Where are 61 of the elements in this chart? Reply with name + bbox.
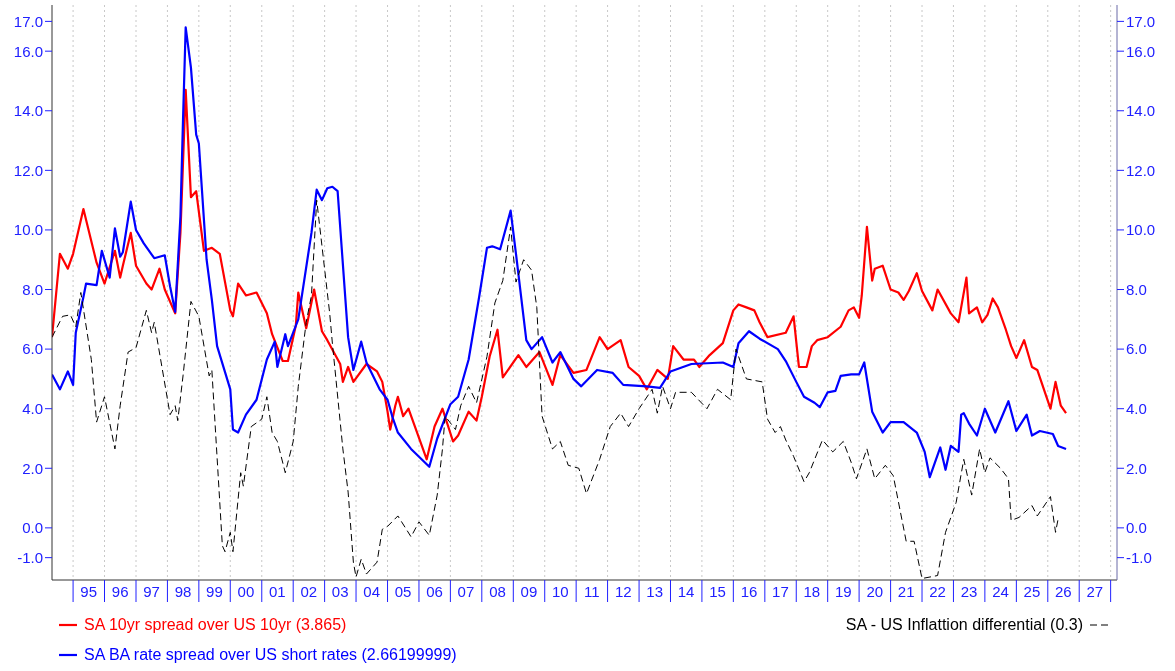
y-tick-label: 16.0 [13, 42, 43, 60]
line-series [52, 26, 1068, 479]
x-tick-label: 96 [111, 583, 129, 600]
legend-label: SA 10yr spread over US 10yr (3.865) [84, 616, 347, 634]
y2-tick-label: 0.0 [1126, 519, 1147, 537]
y2-tick-label: 17.0 [1126, 12, 1156, 30]
legend-label: SA BA rate spread over US short rates (2.66199999) [84, 646, 457, 664]
x-tick-label: 19 [834, 583, 852, 600]
y2-tick-label: 16.0 [1126, 42, 1156, 60]
y-tick-label: 8.0 [22, 280, 43, 298]
x-tick-label: 06 [426, 583, 443, 600]
y-tick-label: 12.0 [13, 161, 43, 179]
x-tick-label: 08 [489, 583, 506, 600]
x-tick-label: 98 [174, 583, 192, 600]
y-tick-label: -1.0 [17, 548, 43, 566]
x-tick-label: 16 [740, 583, 758, 600]
x-tick-label: 18 [803, 583, 821, 600]
x-tick-label: 13 [646, 583, 663, 600]
x-tick-label: 11 [583, 583, 600, 600]
y-tick-label: 6.0 [22, 340, 43, 358]
x-tick-label: 24 [992, 583, 1009, 600]
x-tick-label: 10 [551, 583, 569, 600]
x-tick-label: 22 [929, 583, 946, 600]
x-tick-label: 04 [363, 583, 381, 600]
text: SA - US Inflattion differential (0.3) [845, 616, 1083, 634]
x-tick-label: 00 [237, 583, 255, 600]
x-tick-label: 21 [897, 583, 915, 600]
y-tick-label: 0.0 [22, 519, 43, 537]
x-tick-label: 01 [269, 583, 286, 600]
y-tick-label: 2.0 [22, 459, 43, 477]
y2-tick-label: 8.0 [1126, 280, 1147, 298]
y2-tick-label: 14.0 [1126, 102, 1156, 120]
x-tick-label: 97 [143, 583, 160, 600]
x-tick-label: 14 [677, 583, 695, 600]
x-tick-label: 12 [614, 583, 632, 600]
x-tick-label: 99 [206, 583, 223, 600]
x-tick-label: 05 [394, 583, 412, 600]
y2-tick-label: 10.0 [1126, 221, 1156, 239]
y2-tick-label: 12.0 [1126, 161, 1156, 179]
line-series [52, 199, 1059, 580]
y-tick-label: 14.0 [13, 102, 43, 120]
x-tick-label: 17 [772, 583, 789, 600]
x-tick-label: 25 [1023, 583, 1041, 600]
x-tick-label: 07 [457, 583, 475, 600]
x-tick-label: 95 [80, 583, 98, 600]
x-tick-label: 15 [709, 583, 726, 600]
y-tick-label: 17.0 [13, 12, 43, 30]
x-tick-label: 20 [866, 583, 884, 600]
y-tick-label: 4.0 [22, 400, 43, 418]
y2-tick-label: 2.0 [1126, 459, 1147, 477]
line-series [52, 88, 1068, 461]
x-tick-label: 03 [331, 583, 349, 600]
y2-tick-label: 4.0 [1126, 400, 1147, 418]
y2-tick-label: -1.0 [1126, 548, 1152, 566]
x-tick-label: 23 [960, 583, 978, 600]
x-tick-label: 02 [300, 583, 318, 600]
y2-tick-label: 6.0 [1126, 340, 1147, 358]
y-tick-label: 10.0 [13, 221, 43, 239]
x-tick-label: 09 [520, 583, 538, 600]
x-tick-label: 26 [1055, 583, 1072, 600]
x-tick-label: 27 [1086, 583, 1104, 600]
